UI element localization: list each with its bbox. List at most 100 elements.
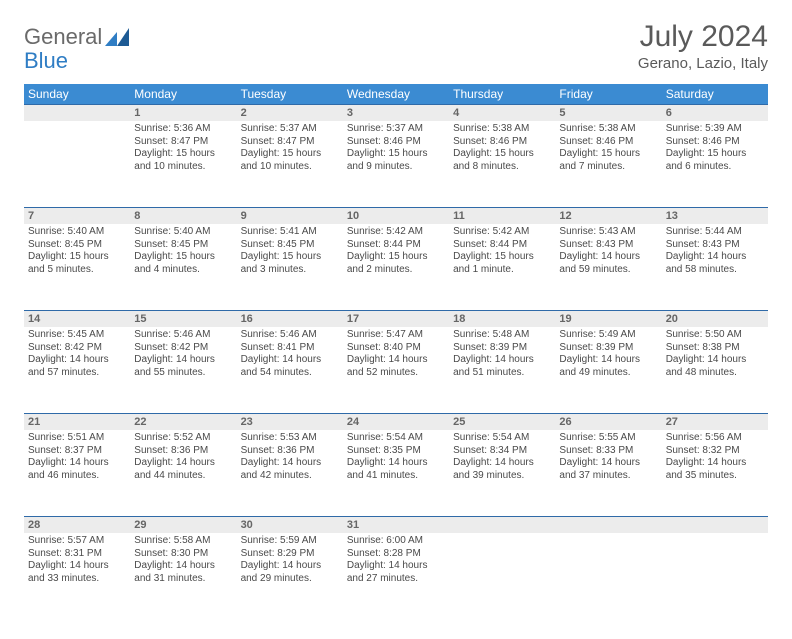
daylight-text: and 59 minutes.	[559, 264, 657, 277]
daylight-text: Daylight: 15 hours	[453, 148, 551, 161]
day-cell: Sunrise: 5:46 AMSunset: 8:42 PMDaylight:…	[130, 327, 236, 414]
daylight-text: and 27 minutes.	[347, 573, 445, 586]
day-cell: Sunrise: 5:55 AMSunset: 8:33 PMDaylight:…	[555, 430, 661, 517]
daylight-text: Daylight: 15 hours	[666, 148, 764, 161]
daylight-text: and 1 minute.	[453, 264, 551, 277]
sunset-text: Sunset: 8:46 PM	[666, 136, 764, 149]
daylight-text: and 35 minutes.	[666, 470, 764, 483]
daylight-text: and 4 minutes.	[134, 264, 232, 277]
daylight-text: and 48 minutes.	[666, 367, 764, 380]
weekday-header: Tuesday	[237, 84, 343, 105]
daylight-text: Daylight: 15 hours	[347, 251, 445, 264]
day-cell	[449, 533, 555, 619]
daylight-text: Daylight: 14 hours	[347, 457, 445, 470]
sunset-text: Sunset: 8:40 PM	[347, 342, 445, 355]
day-cell: Sunrise: 5:50 AMSunset: 8:38 PMDaylight:…	[662, 327, 768, 414]
daylight-text: Daylight: 15 hours	[347, 148, 445, 161]
sunset-text: Sunset: 8:46 PM	[347, 136, 445, 149]
daylight-text: Daylight: 14 hours	[347, 560, 445, 573]
sunset-text: Sunset: 8:42 PM	[134, 342, 232, 355]
day-number	[662, 517, 768, 534]
day-number: 25	[449, 414, 555, 431]
week-row: Sunrise: 5:57 AMSunset: 8:31 PMDaylight:…	[24, 533, 768, 619]
day-cell: Sunrise: 5:53 AMSunset: 8:36 PMDaylight:…	[237, 430, 343, 517]
location-text: Gerano, Lazio, Italy	[638, 55, 768, 72]
sunrise-text: Sunrise: 5:40 AM	[28, 226, 126, 239]
sunrise-text: Sunrise: 5:38 AM	[559, 123, 657, 136]
sunset-text: Sunset: 8:47 PM	[241, 136, 339, 149]
week-row: Sunrise: 5:36 AMSunset: 8:47 PMDaylight:…	[24, 121, 768, 208]
daylight-text: and 3 minutes.	[241, 264, 339, 277]
day-cell: Sunrise: 5:44 AMSunset: 8:43 PMDaylight:…	[662, 224, 768, 311]
daynum-row: 123456	[24, 105, 768, 122]
day-cell	[555, 533, 661, 619]
day-number: 3	[343, 105, 449, 122]
daylight-text: Daylight: 14 hours	[28, 457, 126, 470]
daylight-text: Daylight: 14 hours	[134, 560, 232, 573]
sunrise-text: Sunrise: 5:54 AM	[347, 432, 445, 445]
daylight-text: and 42 minutes.	[241, 470, 339, 483]
brand-left: General	[24, 24, 102, 50]
weekday-header: Sunday	[24, 84, 130, 105]
sunrise-text: Sunrise: 5:41 AM	[241, 226, 339, 239]
day-number	[24, 105, 130, 122]
day-cell: Sunrise: 5:52 AMSunset: 8:36 PMDaylight:…	[130, 430, 236, 517]
sunset-text: Sunset: 8:45 PM	[241, 239, 339, 252]
sunset-text: Sunset: 8:45 PM	[134, 239, 232, 252]
sunset-text: Sunset: 8:38 PM	[666, 342, 764, 355]
sunset-text: Sunset: 8:30 PM	[134, 548, 232, 561]
daylight-text: Daylight: 14 hours	[241, 354, 339, 367]
sunset-text: Sunset: 8:28 PM	[347, 548, 445, 561]
sunrise-text: Sunrise: 5:49 AM	[559, 329, 657, 342]
daylight-text: Daylight: 14 hours	[453, 457, 551, 470]
sunset-text: Sunset: 8:35 PM	[347, 445, 445, 458]
sunset-text: Sunset: 8:43 PM	[666, 239, 764, 252]
sunrise-text: Sunrise: 5:52 AM	[134, 432, 232, 445]
day-number: 20	[662, 311, 768, 328]
daylight-text: and 49 minutes.	[559, 367, 657, 380]
day-number: 2	[237, 105, 343, 122]
day-number: 12	[555, 208, 661, 225]
week-row: Sunrise: 5:51 AMSunset: 8:37 PMDaylight:…	[24, 430, 768, 517]
daylight-text: and 57 minutes.	[28, 367, 126, 380]
logo-mark-icon	[105, 28, 129, 46]
daynum-row: 14151617181920	[24, 311, 768, 328]
sunset-text: Sunset: 8:44 PM	[453, 239, 551, 252]
daylight-text: and 44 minutes.	[134, 470, 232, 483]
day-number: 24	[343, 414, 449, 431]
daylight-text: Daylight: 15 hours	[241, 148, 339, 161]
day-number	[449, 517, 555, 534]
daylight-text: Daylight: 15 hours	[559, 148, 657, 161]
day-number: 11	[449, 208, 555, 225]
sunrise-text: Sunrise: 5:42 AM	[453, 226, 551, 239]
sunrise-text: Sunrise: 5:43 AM	[559, 226, 657, 239]
sunrise-text: Sunrise: 5:55 AM	[559, 432, 657, 445]
day-cell: Sunrise: 5:59 AMSunset: 8:29 PMDaylight:…	[237, 533, 343, 619]
day-cell: Sunrise: 5:39 AMSunset: 8:46 PMDaylight:…	[662, 121, 768, 208]
month-title: July 2024	[638, 20, 768, 53]
daylight-text: and 6 minutes.	[666, 161, 764, 174]
sunrise-text: Sunrise: 5:42 AM	[347, 226, 445, 239]
day-cell: Sunrise: 5:37 AMSunset: 8:47 PMDaylight:…	[237, 121, 343, 208]
week-row: Sunrise: 5:40 AM Sunset: 8:45 PM Daylight:…	[24, 224, 768, 311]
day-cell: Sunrise: 5:46 AMSunset: 8:41 PMDaylight:…	[237, 327, 343, 414]
day-number: 27	[662, 414, 768, 431]
sunrise-text: Sunrise: 5:46 AM	[134, 329, 232, 342]
daylight-text: Daylight: 14 hours	[347, 354, 445, 367]
day-cell: Sunrise: 5:38 AMSunset: 8:46 PMDaylight:…	[449, 121, 555, 208]
day-number: 5	[555, 105, 661, 122]
day-number: 26	[555, 414, 661, 431]
sunrise-text: Sunrise: 5:59 AM	[241, 535, 339, 548]
day-number: 17	[343, 311, 449, 328]
daylight-text: and 9 minutes.	[347, 161, 445, 174]
day-number: 6	[662, 105, 768, 122]
daylight-text: and 37 minutes.	[559, 470, 657, 483]
day-number: 9	[237, 208, 343, 225]
day-number: 28	[24, 517, 130, 534]
sunset-text: Sunset: 8:31 PM	[28, 548, 126, 561]
day-number	[555, 517, 661, 534]
day-number: 30	[237, 517, 343, 534]
sunrise-text: Sunrise: 5:37 AM	[347, 123, 445, 136]
daylight-text: Daylight: 14 hours	[559, 354, 657, 367]
daylight-text: Daylight: 14 hours	[666, 251, 764, 264]
